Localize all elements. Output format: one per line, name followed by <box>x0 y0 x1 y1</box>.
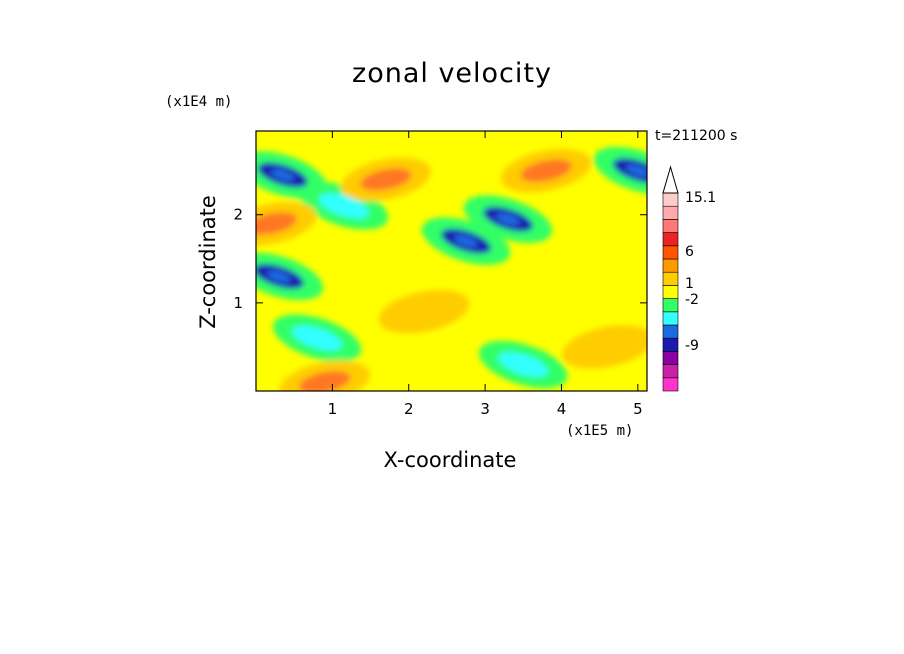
colorbar-segment <box>662 285 679 299</box>
x-axis-label: X-coordinate <box>383 448 517 472</box>
x-unit-label: (x1E5 m) <box>566 423 634 439</box>
x-tick-label: 5 <box>633 400 643 418</box>
colorbar-segment <box>662 271 679 286</box>
y-tick-label: 2 <box>233 206 243 224</box>
feature-inner <box>496 213 520 226</box>
feature-inner <box>267 270 291 283</box>
contour-field <box>256 131 647 391</box>
y-tick-label: 1 <box>233 294 243 312</box>
x-tick-label: 2 <box>404 400 414 418</box>
colorbar-extend-arrow <box>662 165 679 194</box>
feature-core <box>256 212 297 235</box>
colorbar-segment <box>662 337 679 352</box>
y-axis: 12 <box>233 206 647 312</box>
feature-core <box>292 325 343 351</box>
colorbar-segment <box>662 219 679 233</box>
colorbar-segment <box>662 298 679 313</box>
x-axis: 1 2 3 4 5 <box>328 131 643 418</box>
colorbar-segment <box>662 232 679 247</box>
time-stamp: t=211200 s <box>655 128 738 144</box>
feature-inner <box>271 169 295 182</box>
feature-inner <box>626 164 647 177</box>
x-tick-label: 4 <box>557 400 567 418</box>
colorbar-label: 15.1 <box>685 190 716 206</box>
colorbar-label: 1 <box>685 276 694 292</box>
colorbar-segment <box>662 311 679 326</box>
x-tick-label: 1 <box>328 400 338 418</box>
feature-core <box>581 335 633 359</box>
feature-core <box>318 193 369 219</box>
colorbar: 15.1 6 1-2 -9 <box>662 165 716 392</box>
colorbar-label: -2 <box>685 292 699 308</box>
colorbar-segment <box>662 377 679 392</box>
colorbar-label: 6 <box>685 244 694 260</box>
x-tick-label: 3 <box>480 400 490 418</box>
plot-frame <box>255 130 648 392</box>
colorbar-segment <box>662 192 679 207</box>
feature-core <box>498 352 549 378</box>
colorbar-label: -9 <box>685 338 699 354</box>
y-unit-label: (x1E4 m) <box>165 94 233 110</box>
chart-title: zonal velocity <box>352 58 552 89</box>
colorbar-segment <box>662 364 679 379</box>
feature-inner <box>454 235 478 248</box>
colorbar-segment <box>662 245 679 260</box>
colorbar-segment <box>662 258 679 273</box>
colorbar-segment <box>662 324 679 339</box>
feature-core <box>520 159 572 182</box>
colorbar-segment <box>662 351 679 365</box>
feature-core <box>360 168 412 191</box>
colorbar-segment <box>662 205 679 220</box>
feature-core <box>398 300 450 323</box>
feature-core <box>299 371 351 391</box>
field-blobs <box>256 146 647 391</box>
